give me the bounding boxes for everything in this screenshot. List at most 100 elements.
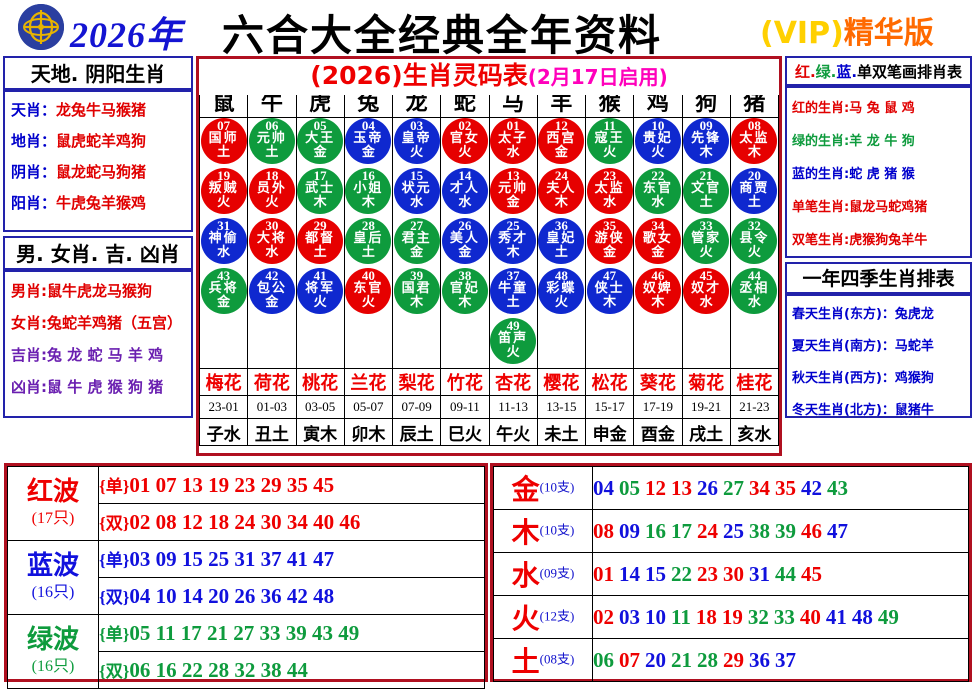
lottery-number[interactable]: 19 [721,604,743,629]
lottery-number[interactable]: 48 [851,604,873,629]
lottery-number[interactable]: 39 [775,518,796,543]
lottery-number[interactable]: 20 [645,647,666,672]
code-circle[interactable]: 28 皇后土 [345,218,392,264]
code-circle[interactable]: 35 游侠金 [586,218,633,264]
lottery-number[interactable]: 46 [801,518,822,543]
code-circle[interactable]: 22 东官水 [634,168,681,214]
code-circle[interactable]: 04 玉帝金 [345,118,392,164]
lottery-number[interactable]: 25 [723,518,744,543]
code-circle[interactable]: 32 县令火 [731,218,778,264]
code-circle[interactable]: 48 彩蝶火 [538,268,585,314]
lottery-number[interactable]: 12 [645,475,666,500]
code-circle[interactable]: 49 笛声火 [490,318,537,364]
lottery-number[interactable]: 01 [593,561,614,586]
code-circle[interactable]: 02 官女火 [441,118,488,164]
code-circle[interactable]: 40 东官火 [345,268,392,314]
code-circle[interactable]: 26 美人金 [441,218,488,264]
lottery-number[interactable]: 23 [697,561,718,586]
lottery-number[interactable]: 28 [697,647,718,672]
lottery-number[interactable]: 32 [747,604,769,629]
lottery-number[interactable]: 24 [697,518,718,543]
lottery-number[interactable]: 30 [723,561,744,586]
code-circle[interactable]: 17 武士木 [297,168,344,214]
lottery-number[interactable]: 29 [723,647,744,672]
lottery-number[interactable]: 04 [593,475,614,500]
code-circle[interactable]: 46 奴婢木 [634,268,681,314]
code-circle[interactable]: 07 国师土 [200,118,247,164]
code-circle[interactable]: 12 西宫金 [538,118,585,164]
lottery-number[interactable]: 43 [827,475,848,500]
code-circle[interactable]: 31 神偷水 [200,218,247,264]
code-circle[interactable]: 01 太子水 [490,118,537,164]
code-circle[interactable]: 20 商贾土 [731,168,778,214]
lottery-number[interactable]: 09 [619,518,640,543]
code-circle[interactable]: 36 皇妃土 [538,218,585,264]
lottery-number[interactable]: 33 [773,604,795,629]
code-circle[interactable]: 08 太监木 [731,118,778,164]
lottery-number[interactable]: 15 [645,561,666,586]
code-circle[interactable]: 30 大将水 [248,218,295,264]
code-circle[interactable]: 24 夫人木 [538,168,585,214]
branch-element-cell: 丑土 [247,418,297,446]
code-circle[interactable]: 39 国君木 [393,268,440,314]
code-circle[interactable]: 16 小姐木 [345,168,392,214]
lottery-number[interactable]: 10 [645,604,666,629]
code-circle[interactable]: 38 官妃木 [441,268,488,314]
lottery-number[interactable]: 05 [619,475,640,500]
lottery-number[interactable]: 16 [645,518,666,543]
code-circle[interactable]: 21 文官土 [683,168,730,214]
code-circle[interactable]: 13 元帅金 [490,168,537,214]
code-circle[interactable]: 47 侠士木 [586,268,633,314]
lottery-number[interactable]: 27 [723,475,744,500]
row-value: 龙兔牛马猴猪 [56,101,147,119]
lottery-number[interactable]: 45 [801,561,822,586]
code-circle[interactable]: 42 包公金 [248,268,295,314]
code-circle[interactable]: 44 丞相水 [731,268,778,314]
code-circle[interactable]: 10 贵妃火 [634,118,681,164]
lottery-number[interactable]: 44 [775,561,796,586]
lottery-number[interactable]: 47 [827,518,848,543]
code-circle[interactable]: 09 先锋木 [683,118,730,164]
lottery-number[interactable]: 13 [671,475,692,500]
code-circle[interactable]: 25 秀才木 [490,218,537,264]
code-circle[interactable]: 27 君主金 [393,218,440,264]
code-circle[interactable]: 06 元帅土 [248,118,295,164]
code-circle[interactable]: 43 兵将金 [200,268,247,314]
code-circle[interactable]: 41 将军火 [297,268,344,314]
code-circle[interactable]: 33 管家火 [683,218,730,264]
code-circle[interactable]: 15 状元水 [393,168,440,214]
lottery-number[interactable]: 40 [799,604,821,629]
lottery-number[interactable]: 14 [619,561,640,586]
lottery-number[interactable]: 22 [671,561,692,586]
code-circle[interactable]: 18 员外火 [248,168,295,214]
lottery-number[interactable]: 06 [593,647,614,672]
lottery-number[interactable]: 36 [749,647,770,672]
lottery-number[interactable]: 31 [749,561,770,586]
lottery-number[interactable]: 34 [749,475,770,500]
lottery-number[interactable]: 17 [671,518,692,543]
code-circle[interactable]: 05 大王金 [297,118,344,164]
lottery-number[interactable]: 02 [593,604,614,629]
code-circle[interactable]: 14 才人水 [441,168,488,214]
code-circle[interactable]: 11 寇王火 [586,118,633,164]
lottery-number[interactable]: 03 [619,604,640,629]
lottery-number[interactable]: 38 [749,518,770,543]
code-circle[interactable]: 03 皇帝火 [393,118,440,164]
code-circle[interactable]: 23 太监水 [586,168,633,214]
lottery-number[interactable]: 26 [697,475,718,500]
lottery-number[interactable]: 11 [671,604,691,629]
code-circle[interactable]: 34 歌女金 [634,218,681,264]
lottery-number[interactable]: 42 [801,475,822,500]
code-circle[interactable]: 29 都督土 [297,218,344,264]
lottery-number[interactable]: 21 [671,647,692,672]
lottery-number[interactable]: 37 [775,647,796,672]
lottery-number[interactable]: 08 [593,518,614,543]
lottery-number[interactable]: 07 [619,647,640,672]
code-circle[interactable]: 45 奴才水 [683,268,730,314]
code-circle[interactable]: 37 牛童土 [490,268,537,314]
lottery-number[interactable]: 35 [775,475,796,500]
lottery-number[interactable]: 18 [695,604,717,629]
lottery-number[interactable]: 49 [877,604,899,629]
code-circle[interactable]: 19 叛贼火 [200,168,247,214]
lottery-number[interactable]: 41 [825,604,847,629]
